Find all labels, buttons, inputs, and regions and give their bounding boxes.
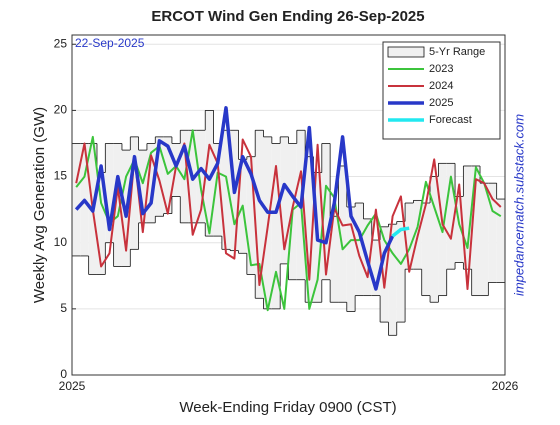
range-band bbox=[213, 143, 222, 237]
legend-label: 2024 bbox=[429, 80, 453, 92]
legend-box bbox=[382, 41, 501, 140]
y-tick-label: 0 bbox=[60, 367, 67, 381]
range-band bbox=[380, 226, 389, 323]
series-line bbox=[74, 106, 395, 291]
range-band bbox=[205, 110, 214, 237]
range-band bbox=[105, 143, 114, 243]
legend-label: Forecast bbox=[429, 114, 472, 126]
series-line bbox=[75, 138, 502, 290]
legend-label: 2023 bbox=[429, 63, 453, 75]
range-band bbox=[221, 130, 231, 250]
x-tick-label: 2026 bbox=[492, 379, 519, 393]
x-axis-label: Week-Ending Friday 0900 (CST) bbox=[179, 399, 396, 416]
range-band bbox=[330, 216, 339, 303]
range-band bbox=[346, 206, 356, 312]
series-line bbox=[75, 129, 502, 312]
legend-label: 5-Yr Range bbox=[429, 46, 485, 58]
y-axis-label: Weekly Avg Generation (GW) bbox=[31, 107, 48, 303]
range-band bbox=[405, 203, 414, 270]
range-band bbox=[321, 143, 331, 280]
range-band bbox=[463, 165, 472, 270]
plot-frame bbox=[71, 34, 506, 376]
range-band bbox=[113, 143, 122, 267]
y-tick-label: 15 bbox=[54, 169, 68, 183]
range-band bbox=[446, 163, 456, 270]
y-tick-label: 10 bbox=[54, 235, 68, 249]
date-annotation: 22-Sep-2025 bbox=[75, 36, 145, 50]
range-band bbox=[130, 136, 139, 250]
legend-label: 2025 bbox=[429, 97, 453, 109]
chart-title: ERCOT Wind Gen Ending 26-Sep-2025 bbox=[151, 8, 424, 25]
range-band bbox=[146, 143, 156, 223]
range-band bbox=[488, 183, 497, 283]
range-band bbox=[338, 165, 347, 303]
legend-swatch bbox=[387, 46, 425, 58]
range-band bbox=[371, 240, 381, 296]
range-band bbox=[96, 172, 106, 275]
range-band bbox=[163, 136, 172, 214]
range-band bbox=[455, 196, 464, 263]
x-tick-label: 2025 bbox=[59, 379, 86, 393]
range-band bbox=[388, 224, 397, 336]
range-band bbox=[271, 143, 281, 309]
range-band bbox=[280, 136, 289, 264]
range-band bbox=[396, 221, 406, 323]
range-band bbox=[471, 165, 481, 296]
range-band bbox=[246, 156, 256, 275]
y-tick-label: 25 bbox=[54, 36, 68, 50]
range-band bbox=[255, 130, 264, 299]
range-band bbox=[72, 143, 81, 256]
range-band bbox=[430, 176, 439, 303]
range-band bbox=[196, 130, 206, 223]
y-tick-label: 5 bbox=[60, 301, 67, 315]
y-tick-label: 20 bbox=[54, 103, 68, 117]
source-label: impedancematch.substack.com bbox=[511, 114, 526, 296]
series-line bbox=[391, 226, 410, 238]
range-band bbox=[421, 203, 431, 296]
range-band bbox=[138, 150, 147, 223]
range-band bbox=[496, 199, 505, 283]
range-band bbox=[305, 156, 314, 303]
range-band bbox=[155, 136, 164, 217]
range-band bbox=[480, 183, 489, 296]
range-band bbox=[355, 203, 364, 296]
